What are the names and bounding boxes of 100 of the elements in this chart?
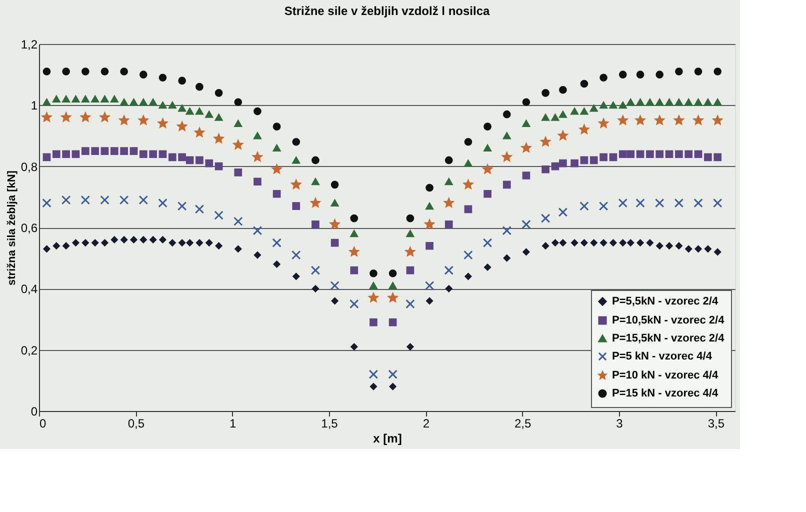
point [233,140,243,150]
point [194,204,204,214]
point [350,230,358,238]
point [62,242,70,250]
point [674,198,684,208]
point [484,264,492,271]
point [463,180,473,189]
point [444,220,453,228]
point [168,153,176,162]
point [158,102,167,109]
point [214,89,223,97]
legend-label: P=15,5kN - vzorec 2/4 [612,332,726,344]
point [272,190,281,198]
point [694,198,703,208]
point [186,156,194,164]
point [254,252,261,259]
point [42,112,52,122]
point [464,272,472,280]
point [101,239,108,246]
point [158,118,168,128]
point [194,128,204,137]
point [273,260,280,268]
point [42,98,51,106]
point [522,248,530,256]
x-tick-label: 3,5 [708,416,725,430]
point [590,239,598,246]
point [100,147,109,155]
point [580,239,588,246]
point [704,153,712,162]
point [464,138,472,146]
point [350,299,359,309]
point [665,150,674,158]
point [684,98,693,106]
point [312,220,320,228]
point [636,116,645,125]
point [559,110,567,118]
point [389,383,396,390]
point [694,98,702,106]
point [618,150,627,158]
point [91,96,99,103]
point [42,153,51,162]
point [177,122,187,131]
point [92,239,99,246]
point [482,164,492,174]
point [120,98,128,106]
point [330,238,339,247]
point [656,242,664,250]
point [542,165,550,174]
point [694,150,702,158]
point [330,180,339,189]
point [292,138,300,146]
point [310,266,320,275]
point [444,178,453,186]
point [292,156,300,164]
point [424,220,434,229]
legend-label: P=5,5kN - vzorec 2/4 [612,296,719,308]
point [600,74,608,82]
point [522,172,530,180]
point [714,153,722,162]
point [406,299,415,309]
point [158,198,168,208]
point [370,269,378,278]
point [484,190,492,198]
x-axis-title: x [m] [373,432,402,446]
point [694,68,702,76]
point [610,239,617,246]
point [158,74,167,82]
point [81,96,90,103]
point [426,184,434,192]
point [484,122,492,130]
point [214,134,224,143]
point [72,150,80,158]
point [120,68,128,76]
point [119,116,129,125]
point [694,245,702,252]
y-tick-label: 0,6 [20,221,38,235]
point [590,156,598,164]
point [138,195,148,205]
point [91,147,99,155]
point [292,250,301,260]
point [110,236,118,244]
point [654,116,664,125]
point [388,282,397,290]
point [62,150,70,158]
point [312,156,320,164]
point [149,98,157,106]
point [704,98,712,106]
point [464,250,473,260]
point [712,116,722,125]
point [444,156,453,164]
point [130,236,138,244]
point [159,236,166,244]
point [542,242,550,250]
point [149,150,157,158]
point [542,89,550,97]
point [388,318,397,326]
point [100,195,110,205]
point [714,68,722,76]
point [654,198,664,208]
point [424,280,434,290]
